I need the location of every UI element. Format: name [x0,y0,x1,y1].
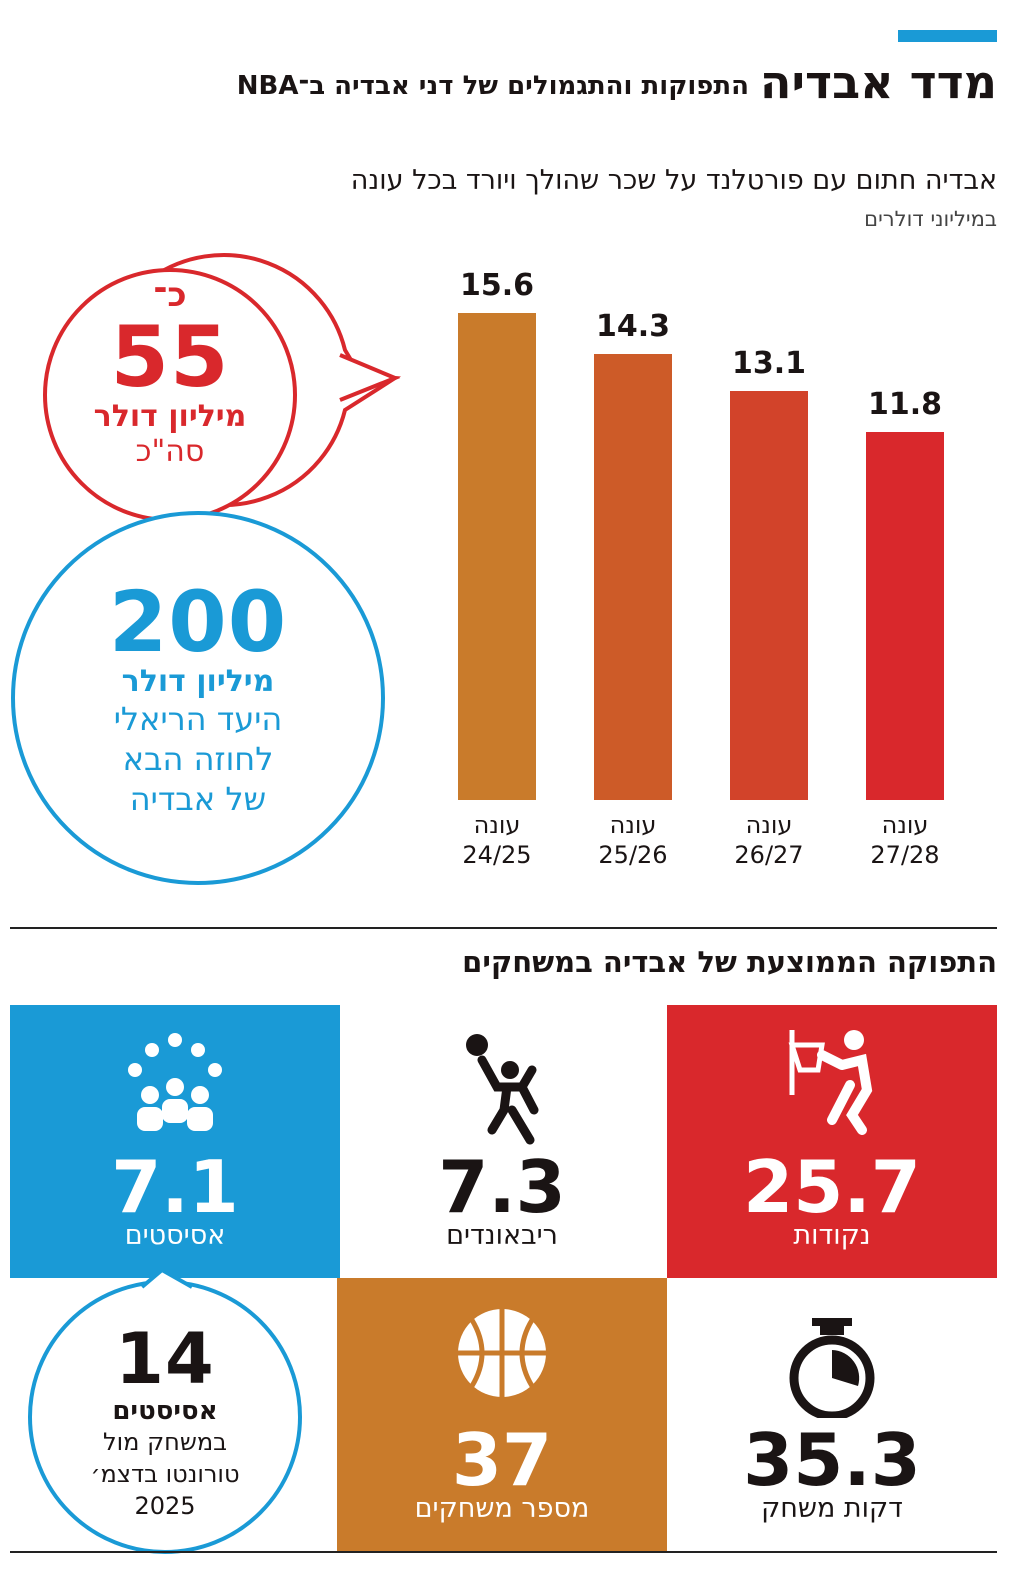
accent-bar [898,30,997,42]
red-tail [339,353,401,402]
callout-label: סה"כ [135,434,205,469]
x-tick-label: עונה 27/28 [870,811,940,869]
bar [730,391,808,800]
target-line: של אבדיה [129,780,267,818]
stat-value: 25.7 [743,1145,921,1229]
subtitle: התפוקות והתגמולים של דני אבדיה ב־NBA [236,71,749,101]
callout-shapes [11,253,402,885]
stat-label: נקודות [793,1220,871,1251]
value-label: 14.3 [595,308,671,344]
assist-line: טורונטו בדצמ׳ [90,1460,240,1488]
stat-value: 37 [451,1418,553,1502]
bubble-tail [140,1267,193,1289]
chart-subtitle: במיליוני דולרים [864,207,997,231]
x-tick-label: עונה 25/26 [598,811,668,869]
bar [866,431,944,800]
stat-value: 7.1 [111,1145,239,1229]
icon [789,1318,875,1418]
assist-unit: אסיסטים [112,1396,218,1426]
stat-value: 7.3 [438,1145,566,1229]
value-label: 13.1 [731,346,807,382]
divider [10,927,997,929]
stats-title: התפוקה הממוצעת של אבדיה במשחקים [462,945,997,979]
callout-value: 55 [110,308,230,406]
icon [128,1033,222,1131]
tile-assists: 7.1 אסיסטים [10,1005,340,1278]
bar [594,353,672,800]
stat-value: 35.3 [743,1418,921,1502]
icon [458,1309,546,1397]
value-label: 15.6 [459,268,535,304]
title: מדד אבדיה [759,55,997,109]
icon [788,1030,873,1135]
x-tick-label: עונה 24/25 [462,811,532,869]
icon [466,1034,539,1145]
divider [10,1551,997,1553]
tile-rebounds: 7.3 ריבאונדים [337,1005,667,1278]
target-value: 200 [108,573,288,671]
target-line: לחוזה הבא [122,740,274,778]
stat-label: מספר משחקים [414,1493,590,1524]
stat-label: דקות משחק [761,1493,903,1524]
assist-line: במשחק מול [103,1428,227,1456]
tile-minutes: 35.3 דקות משחק [667,1278,997,1551]
assist-line: 2025 [134,1492,196,1520]
x-tick-label: עונה 26/27 [734,811,804,869]
assist-value: 14 [115,1318,215,1400]
callout-unit: מיליון דולר [93,399,247,434]
callout-prefix: כ־ [153,275,187,315]
blue-circle [11,511,385,885]
stat-label: ריבאונדים [446,1220,558,1251]
target-unit: מיליון דולר [121,664,275,699]
bar-chart: 15.6 עונה 24/25 14.3 עונה 25/26 13.1 עונה 26/… [420,250,1000,890]
stat-label: אסיסטים [124,1220,226,1251]
tile-games: 37 מספר משחקים [337,1278,667,1551]
value-label: 11.8 [867,386,943,422]
target-line: היעד הריאלי [113,700,283,738]
chart-title: אבדיה חתום עם פורטלנד על שכר שהולך ויורד… [350,165,997,196]
tile-points: 25.7 נקודות [667,1005,997,1278]
bar [458,313,536,800]
